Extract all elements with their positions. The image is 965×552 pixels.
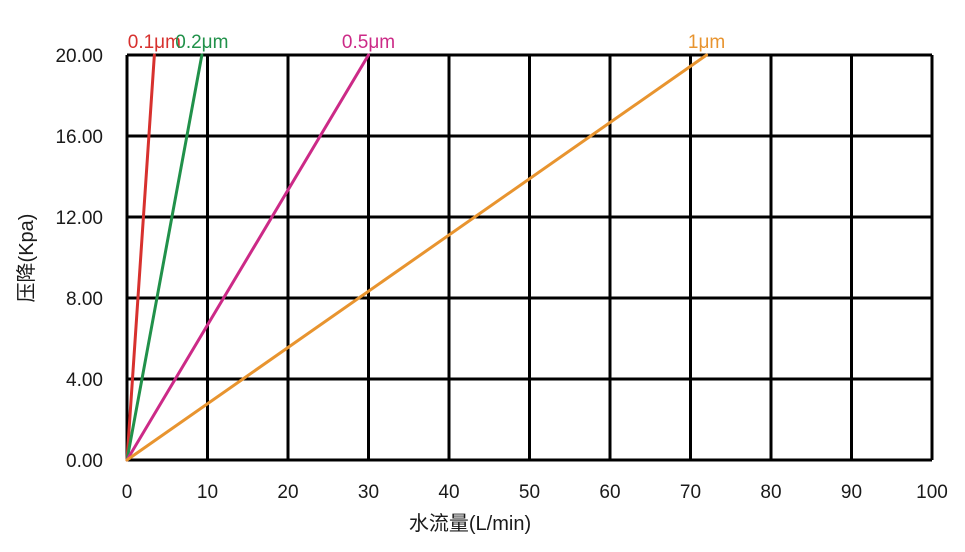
- x-tick-label: 10: [197, 482, 218, 503]
- x-axis-title: 水流量(L/min): [409, 512, 531, 535]
- y-axis-title: 压降(Kpa): [15, 214, 38, 303]
- series-line-01m: [125, 53, 156, 462]
- y-tick-label: 16.00: [55, 127, 103, 148]
- x-tick-label: 30: [358, 482, 379, 503]
- x-tick-label: 80: [760, 482, 781, 503]
- x-tick-label: 90: [841, 482, 862, 503]
- grid: [125, 53, 934, 462]
- y-tick-labels: 0.00 4.00 8.00 12.00 16.00 20.00: [55, 46, 103, 472]
- y-tick-label: 12.00: [55, 208, 103, 229]
- x-tick-label: 70: [680, 482, 701, 503]
- series-line-05m: [125, 53, 370, 462]
- x-tick-labels: 0 10 20 30 40 50 60 70 80 90 100: [122, 482, 948, 503]
- y-tick-label: 8.00: [66, 289, 103, 310]
- x-tick-label: 20: [277, 482, 298, 503]
- series-label: 0.1μm: [128, 32, 181, 53]
- series-line-1m: [125, 53, 709, 462]
- x-tick-label: 40: [438, 482, 459, 503]
- x-tick-label: 0: [122, 482, 133, 503]
- series-line-02m: [125, 53, 204, 462]
- series-lines: [125, 53, 709, 462]
- x-tick-label: 50: [519, 482, 540, 503]
- series-label: 0.2μm: [175, 32, 228, 53]
- y-tick-label: 4.00: [66, 370, 103, 391]
- x-tick-label: 100: [916, 482, 948, 503]
- x-tick-label: 60: [599, 482, 620, 503]
- series-label: 0.5μm: [342, 32, 395, 53]
- series-label: 1μm: [688, 32, 725, 53]
- y-tick-label: 0.00: [66, 451, 103, 472]
- y-tick-label: 20.00: [55, 46, 103, 67]
